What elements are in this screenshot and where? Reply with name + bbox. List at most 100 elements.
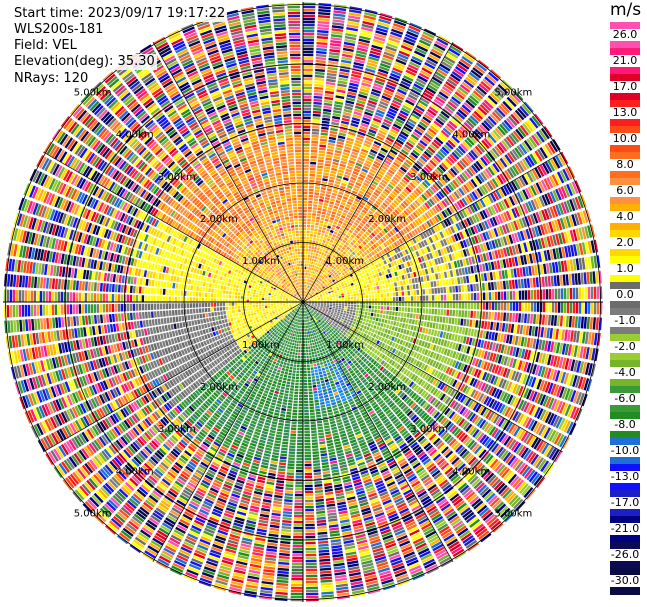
velocity-gate: [303, 105, 311, 108]
velocity-gate: [446, 287, 449, 293]
velocity-gate: [303, 198, 307, 201]
velocity-gate: [308, 249, 311, 252]
velocity-gate: [325, 163, 331, 166]
velocity-gate: [423, 308, 426, 313]
velocity-gate: [317, 24, 329, 27]
velocity-gate: [318, 159, 324, 162]
velocity-gate: [443, 309, 446, 315]
velocity-gate: [342, 298, 345, 300]
velocity-gate: [316, 48, 327, 51]
velocity-gate: [318, 153, 324, 156]
velocity-gate: [472, 275, 475, 282]
velocity-gate: [356, 308, 359, 311]
velocity-gate: [338, 294, 341, 296]
velocity-gate: [536, 277, 539, 287]
velocity-gate: [314, 84, 323, 87]
velocity-gate: [384, 306, 387, 310]
velocity-gate: [389, 273, 392, 277]
velocity-gate: [397, 317, 400, 321]
velocity-gate: [309, 189, 314, 192]
velocity-gate: [570, 302, 573, 313]
velocity-gate: [402, 323, 405, 328]
velocity-gate: [303, 60, 313, 63]
velocity-gate: [323, 172, 329, 175]
velocity-gate: [348, 304, 351, 306]
velocity-gate: [375, 321, 378, 325]
velocity-gate: [459, 302, 462, 309]
velocity-gate: [348, 307, 351, 309]
velocity-gate: [588, 287, 591, 299]
velocity-gate: [516, 291, 519, 300]
velocity-gate: [382, 315, 385, 319]
velocity-gate: [393, 332, 397, 337]
velocity-gate: [387, 279, 390, 283]
velocity-gate: [369, 280, 372, 284]
velocity-gate: [311, 141, 318, 144]
velocity-gate: [320, 261, 323, 264]
velocity-gate: [354, 307, 357, 310]
velocity-gate: [303, 171, 309, 174]
velocity-gate: [328, 58, 338, 62]
velocity-gate: [333, 300, 335, 301]
velocity-gate: [328, 182, 334, 186]
velocity-gate: [380, 267, 384, 271]
velocity-gate: [365, 288, 368, 291]
velocity-gate: [315, 72, 325, 75]
velocity-gate: [333, 221, 337, 225]
velocity-gate: [386, 274, 389, 278]
velocity-gate: [396, 307, 399, 311]
velocity-gate: [500, 281, 503, 290]
velocity-gate: [371, 324, 374, 328]
velocity-gate: [582, 302, 585, 314]
velocity-gate: [326, 191, 331, 194]
velocity-gate: [403, 318, 406, 323]
velocity-gate: [307, 264, 309, 267]
velocity-gate: [465, 328, 469, 335]
velocity-gate: [418, 333, 422, 339]
velocity-gate: [579, 287, 582, 299]
velocity-gate: [468, 293, 471, 300]
velocity-gate: [303, 18, 315, 21]
velocity-gate: [335, 309, 338, 311]
velocity-gate: [307, 261, 309, 264]
velocity-gate: [311, 225, 315, 228]
velocity-gate: [509, 280, 512, 289]
velocity-gate: [381, 302, 384, 305]
velocity-gate: [333, 190, 338, 194]
velocity-gate: [399, 307, 402, 311]
velocity-gate: [352, 286, 355, 289]
velocity-gate: [332, 162, 338, 166]
velocity-gate: [369, 328, 372, 332]
velocity-gate: [422, 270, 426, 276]
velocity-gate: [362, 289, 365, 292]
velocity-gate: [362, 329, 365, 333]
velocity-gate: [343, 251, 347, 255]
velocity-gate: [347, 290, 350, 293]
velocity-gate: [385, 329, 389, 333]
velocity-gate: [365, 309, 368, 312]
velocity-gate: [349, 323, 352, 326]
velocity-gate: [359, 328, 362, 332]
velocity-gate: [491, 332, 495, 340]
velocity-gate: [312, 216, 316, 219]
velocity-gate: [498, 302, 501, 310]
velocity-gate: [368, 331, 372, 335]
velocity-gate: [389, 325, 392, 329]
velocity-gate: [513, 302, 516, 311]
velocity-gate: [546, 302, 549, 312]
velocity-gate: [322, 121, 330, 124]
velocity-gate: [329, 204, 334, 207]
velocity-gate: [315, 78, 325, 81]
velocity-gate: [428, 329, 432, 335]
velocity-gate: [329, 179, 335, 183]
velocity-gate: [372, 279, 375, 283]
velocity-gate: [314, 250, 317, 253]
velocity-gate: [315, 253, 318, 256]
velocity-gate: [383, 289, 386, 293]
velocity-gate: [352, 279, 355, 282]
velocity-gate: [587, 317, 590, 329]
velocity-gate: [377, 277, 380, 281]
velocity-gate: [410, 291, 413, 296]
velocity-gate: [432, 295, 435, 301]
velocity-gate: [558, 302, 561, 313]
